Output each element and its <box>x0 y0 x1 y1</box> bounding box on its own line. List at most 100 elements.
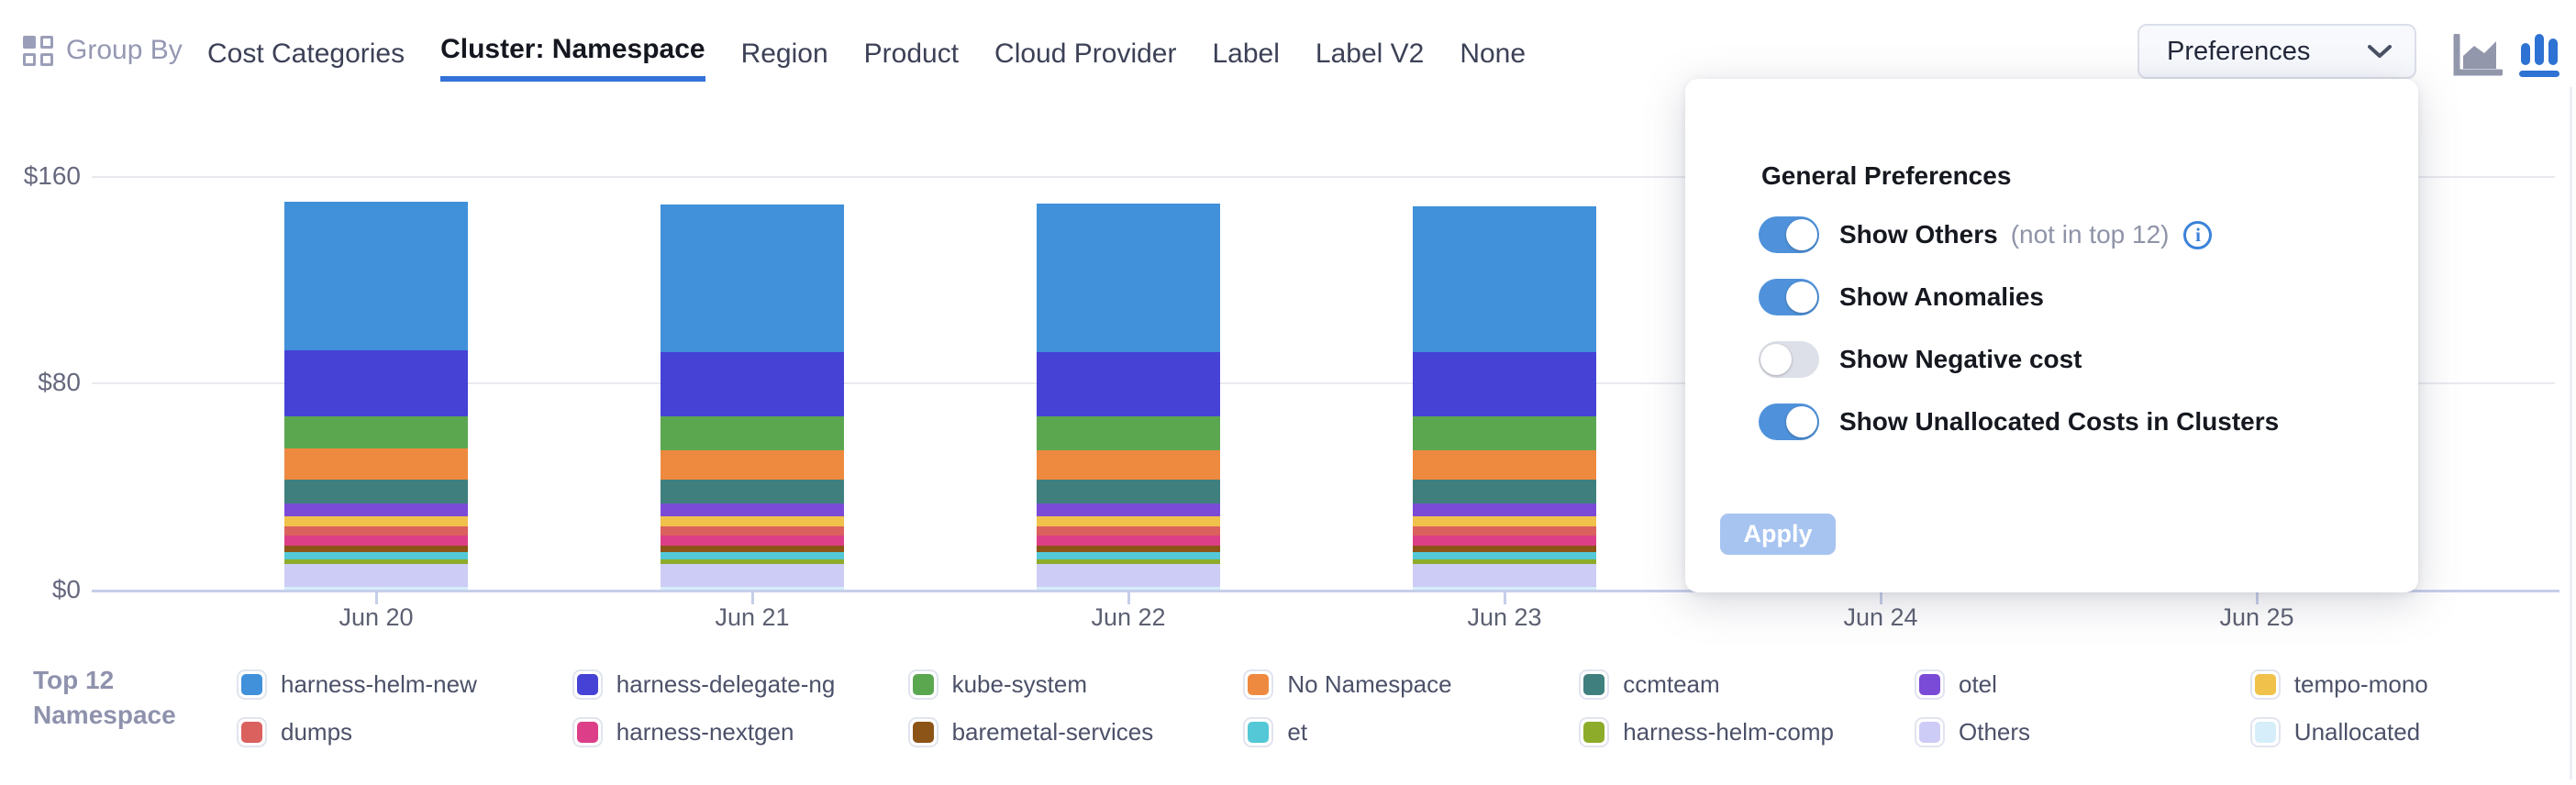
bar-segment-harness-helm-comp[interactable] <box>1413 558 1596 565</box>
legend-item-baremetal-services[interactable]: baremetal-services <box>907 713 1153 750</box>
bar-segment-harness-delegate-ng[interactable] <box>284 350 468 417</box>
bar-segment-kube-system[interactable] <box>1413 416 1596 450</box>
legend-item-others[interactable]: Others <box>1915 713 2030 750</box>
tab-cost-categories[interactable]: Cost Categories <box>207 39 405 69</box>
x-tick-jun-23 <box>1503 591 1506 604</box>
bar-segment-harness-nextgen[interactable] <box>661 536 844 546</box>
bar-segment-harness-helm-new[interactable] <box>661 205 844 352</box>
legend-item-label: dumps <box>281 717 353 746</box>
bar-segment-otel[interactable] <box>1037 503 1220 516</box>
legend-item-harness-helm-comp[interactable]: harness-helm-comp <box>1579 713 1834 750</box>
bar-segment-otel[interactable] <box>661 503 844 516</box>
toggle-show-others[interactable] <box>1759 216 1819 253</box>
toggle-show-anomalies[interactable] <box>1759 279 1819 315</box>
legend-item-harness-helm-new[interactable]: harness-helm-new <box>237 666 477 702</box>
bar-segment-dumps[interactable] <box>284 526 468 536</box>
bar-segment-harness-nextgen[interactable] <box>1413 536 1596 546</box>
bar-segment-kube-system[interactable] <box>661 416 844 450</box>
bar-segment-others[interactable] <box>1037 564 1220 588</box>
legend-item-et[interactable]: et <box>1243 713 1307 750</box>
bar-segment-harness-helm-comp[interactable] <box>284 558 468 565</box>
bar-segment-unallocated[interactable] <box>284 587 468 590</box>
legend-title-line1: Top 12 <box>33 666 115 694</box>
tab-product[interactable]: Product <box>863 39 960 69</box>
apply-button[interactable]: Apply <box>1720 514 1836 555</box>
x-tick-jun-22 <box>1127 591 1130 604</box>
bar-segment-tempo-mono[interactable] <box>1037 515 1220 526</box>
bar-segment-dumps[interactable] <box>1037 526 1220 536</box>
preferences-dropdown-button[interactable]: Preferences <box>2137 24 2416 79</box>
bar-segment-others[interactable] <box>661 564 844 588</box>
bar-segment-no-namespace[interactable] <box>284 448 468 481</box>
bar-segment-tempo-mono[interactable] <box>284 515 468 526</box>
info-icon[interactable]: i <box>2183 220 2213 249</box>
bar-segment-baremetal-services[interactable] <box>661 545 844 553</box>
area-chart-icon[interactable] <box>2451 34 2503 78</box>
bar-segment-et[interactable] <box>284 552 468 559</box>
bar-segment-tempo-mono[interactable] <box>661 515 844 526</box>
bar-segment-no-namespace[interactable] <box>1413 449 1596 481</box>
legend-item-kube-system[interactable]: kube-system <box>907 666 1087 702</box>
bar-segment-kube-system[interactable] <box>1037 416 1220 450</box>
legend-item-tempo-mono[interactable]: tempo-mono <box>2249 666 2428 702</box>
bar-segment-kube-system[interactable] <box>284 416 468 449</box>
bar-segment-baremetal-services[interactable] <box>1037 545 1220 553</box>
x-axis-label-jun-22: Jun 22 <box>1091 603 1166 631</box>
legend-item-unallocated[interactable]: Unallocated <box>2249 713 2420 750</box>
preferences-popover-title: General Preferences <box>1761 161 2012 190</box>
bar-segment-baremetal-services[interactable] <box>1413 545 1596 553</box>
bar-segment-harness-helm-new[interactable] <box>284 202 468 351</box>
bar-segment-others[interactable] <box>1413 564 1596 588</box>
bar-segment-no-namespace[interactable] <box>1037 449 1220 481</box>
tab-none[interactable]: None <box>1460 39 1527 69</box>
bar-jun-21 <box>661 205 844 590</box>
tab-region[interactable]: Region <box>740 39 828 69</box>
bar-segment-harness-delegate-ng[interactable] <box>661 351 844 417</box>
bar-segment-otel[interactable] <box>1413 503 1596 516</box>
toggle-show-unallocated-costs-in-clusters[interactable] <box>1759 404 1819 440</box>
bar-segment-harness-helm-comp[interactable] <box>661 558 844 565</box>
tab-cloud-provider[interactable]: Cloud Provider <box>994 39 1177 69</box>
legend-item-harness-delegate-ng[interactable]: harness-delegate-ng <box>572 666 835 702</box>
legend-item-no-namespace[interactable]: No Namespace <box>1243 666 1452 702</box>
legend-item-label: harness-helm-new <box>281 669 477 698</box>
bar-segment-ccmteam[interactable] <box>1037 480 1220 503</box>
bar-segment-otel[interactable] <box>284 503 468 516</box>
tab-label-v2[interactable]: Label V2 <box>1315 39 1425 69</box>
bar-segment-harness-delegate-ng[interactable] <box>1037 351 1220 417</box>
bar-segment-ccmteam[interactable] <box>661 480 844 503</box>
bar-segment-et[interactable] <box>1037 552 1220 559</box>
bar-segment-et[interactable] <box>661 552 844 559</box>
legend-item-dumps[interactable]: dumps <box>237 713 352 750</box>
bar-segment-unallocated[interactable] <box>1037 587 1220 590</box>
tab-label[interactable]: Label <box>1212 39 1280 69</box>
toggle-show-negative-cost[interactable] <box>1759 341 1819 378</box>
bar-segment-ccmteam[interactable] <box>1413 480 1596 503</box>
legend-color-fill <box>912 721 934 743</box>
bar-segment-tempo-mono[interactable] <box>1413 515 1596 526</box>
bar-segment-unallocated[interactable] <box>1413 587 1596 590</box>
bar-segment-dumps[interactable] <box>661 526 844 536</box>
bar-segment-unallocated[interactable] <box>661 587 844 590</box>
legend-color-fill <box>1919 721 1940 743</box>
bar-segment-ccmteam[interactable] <box>284 480 468 503</box>
bar-segment-dumps[interactable] <box>1413 526 1596 536</box>
preferences-dropdown-label: Preferences <box>2167 36 2311 66</box>
bar-segment-et[interactable] <box>1413 552 1596 559</box>
tab-cluster-namespace[interactable]: Cluster: Namespace <box>440 34 705 82</box>
bar-segment-baremetal-services[interactable] <box>284 545 468 553</box>
bar-chart-icon[interactable] <box>2515 30 2563 78</box>
bar-segment-others[interactable] <box>284 564 468 588</box>
legend-color-chip <box>1243 716 1274 747</box>
legend-item-otel[interactable]: otel <box>1915 666 1997 702</box>
bar-segment-harness-helm-new[interactable] <box>1037 203 1220 352</box>
legend-item-ccmteam[interactable]: ccmteam <box>1579 666 1720 702</box>
bar-segment-harness-delegate-ng[interactable] <box>1413 351 1596 417</box>
legend-item-harness-nextgen[interactable]: harness-nextgen <box>572 713 794 750</box>
bar-segment-harness-nextgen[interactable] <box>284 536 468 546</box>
bar-segment-harness-nextgen[interactable] <box>1037 536 1220 546</box>
bar-segment-no-namespace[interactable] <box>661 449 844 481</box>
group-by-grid-icon <box>23 35 53 66</box>
bar-segment-harness-helm-comp[interactable] <box>1037 558 1220 565</box>
bar-segment-harness-helm-new[interactable] <box>1413 205 1596 352</box>
